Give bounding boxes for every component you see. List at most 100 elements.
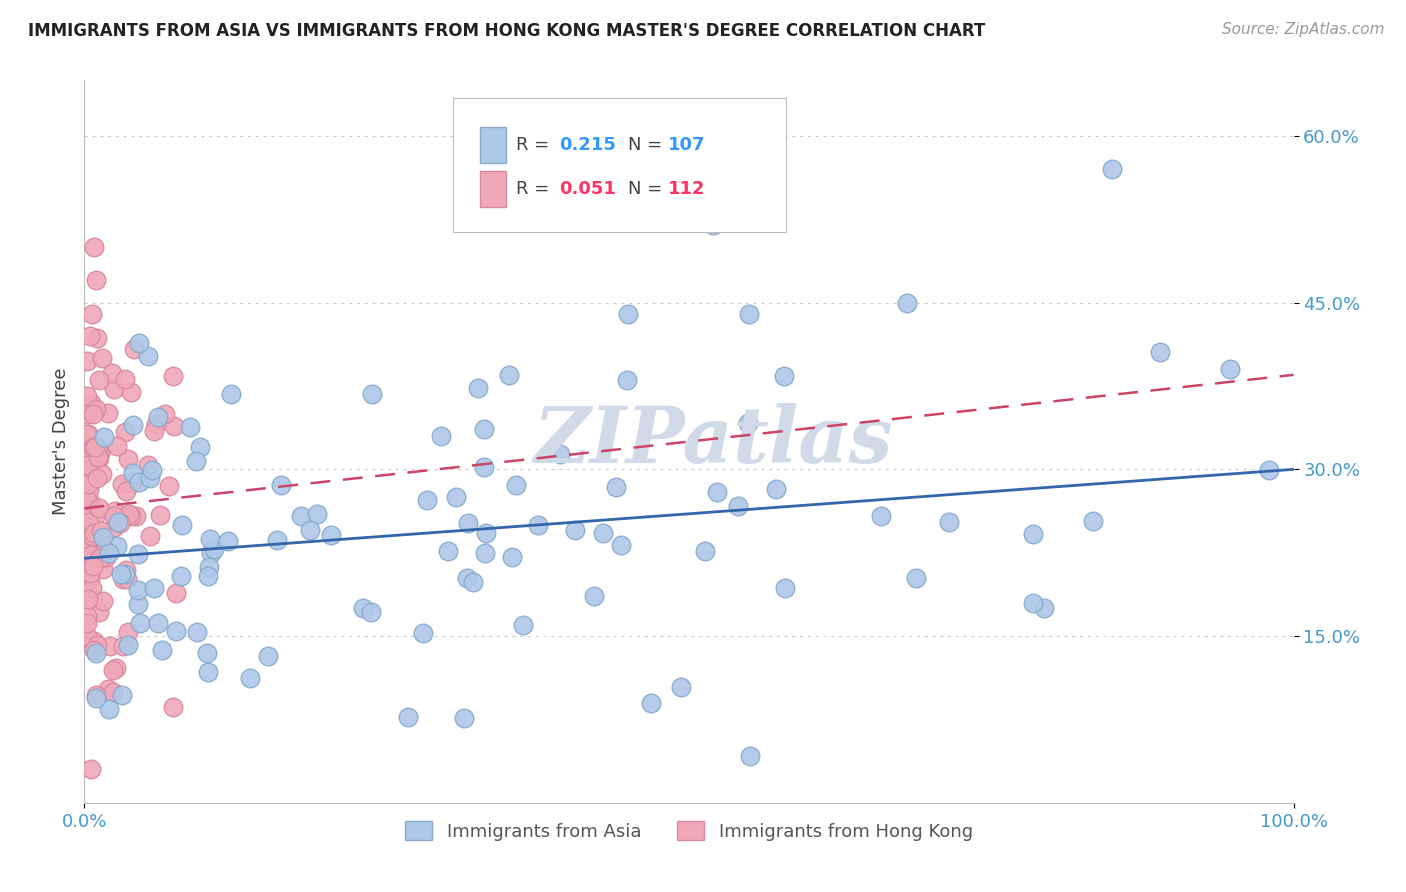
Point [86,471,108,485]
Point [80,396,103,410]
Point [737,416,759,430]
Point [1081,514,1104,528]
Point [91,562,114,576]
Point [738,749,761,764]
Point [79,515,101,529]
Point [512,618,534,632]
Point [564,523,586,537]
Text: N =: N = [628,136,668,154]
Point [139,529,162,543]
Point [239,672,262,686]
Point [290,509,312,524]
Point [396,710,419,724]
Point [457,516,479,530]
Point [112,639,135,653]
Point [77,483,100,498]
Point [142,581,165,595]
Legend: Immigrants from Asia, Immigrants from Hong Kong: Immigrants from Asia, Immigrants from Ho… [398,814,980,848]
Point [136,458,159,472]
Point [669,681,692,695]
Point [91,533,114,547]
Point [103,684,125,698]
Point [456,571,478,585]
Point [103,664,125,678]
Point [605,480,627,494]
Point [610,539,633,553]
Point [118,507,141,521]
Point [105,539,128,553]
Point [115,563,138,577]
Point [217,534,239,549]
Point [86,331,108,345]
Point [870,508,893,523]
Point [416,492,439,507]
Point [472,422,495,436]
Point [84,401,107,416]
Bar [479,128,506,163]
Point [97,406,120,420]
Point [84,508,107,523]
Point [98,702,121,716]
Point [266,533,288,547]
Point [139,471,162,485]
Point [412,626,434,640]
Point [150,643,173,657]
Point [91,530,114,544]
Point [727,499,749,513]
Point [121,418,143,433]
Point [141,463,163,477]
Point [592,526,614,541]
Point [103,383,125,397]
Point [127,582,149,597]
Point [117,638,139,652]
Point [77,591,100,606]
Point [188,440,211,454]
Point [127,597,149,611]
Point [200,532,222,546]
Point [87,450,110,465]
Point [1022,527,1045,541]
Point [122,342,145,356]
Point [100,366,122,380]
Point [170,517,193,532]
Point [114,425,136,439]
Point [89,550,111,565]
Point [125,508,148,523]
Point [1149,344,1171,359]
Point [117,452,139,467]
Point [617,307,640,321]
Point [475,525,498,540]
Point [120,385,142,400]
Point [353,601,375,615]
Point [76,502,98,516]
Point [76,426,98,441]
Point [186,624,208,639]
Point [84,440,107,454]
Text: IMMIGRANTS FROM ASIA VS IMMIGRANTS FROM HONG KONG MASTER'S DEGREE CORRELATION CH: IMMIGRANTS FROM ASIA VS IMMIGRANTS FROM … [28,22,986,40]
Point [94,549,117,564]
Point [1219,361,1241,376]
Point [79,566,101,580]
Point [80,496,103,510]
Point [200,546,222,560]
Point [83,240,105,254]
Point [108,516,131,531]
Point [195,647,218,661]
Point [179,420,201,434]
Point [773,368,796,383]
Point [76,570,98,584]
Point [80,581,103,595]
Point [86,690,108,705]
Point [896,295,918,310]
Point [640,697,662,711]
Point [82,537,104,551]
Point [76,443,98,458]
Point [905,571,928,585]
Point [1021,596,1043,610]
Point [111,477,134,491]
Point [79,400,101,414]
Point [76,407,98,421]
Point [550,447,572,461]
Point [165,624,187,639]
Point [86,638,108,652]
